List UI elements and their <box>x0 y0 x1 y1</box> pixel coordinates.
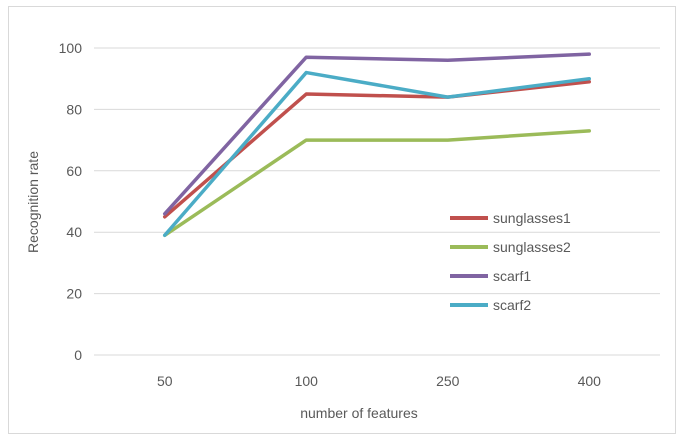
legend-label-sunglasses1: sunglasses1 <box>493 210 571 226</box>
y-tick-label: 40 <box>66 224 82 240</box>
y-tick-label: 20 <box>66 286 82 302</box>
y-tick-label: 60 <box>66 163 82 179</box>
legend: sunglasses1 sunglasses2 scarf1 scarf2 <box>450 210 571 313</box>
x-axis-title: number of features <box>300 405 418 421</box>
y-tick-label: 100 <box>59 40 83 56</box>
legend-label-scarf1: scarf1 <box>493 268 531 284</box>
x-axis-ticks: 50 100 250 400 <box>157 373 601 389</box>
x-tick-label: 250 <box>436 373 460 389</box>
x-tick-label: 100 <box>295 373 319 389</box>
gridlines <box>94 47 660 356</box>
y-tick-label: 80 <box>66 101 82 117</box>
legend-label-sunglasses2: sunglasses2 <box>493 239 571 255</box>
y-axis-title: Recognition rate <box>25 151 41 253</box>
x-tick-label: 50 <box>157 373 173 389</box>
series-line-sunglasses1 <box>163 80 591 219</box>
series-line-scarf2 <box>163 70 591 238</box>
y-tick-label: 0 <box>74 347 82 363</box>
legend-label-scarf2: scarf2 <box>493 297 531 313</box>
y-axis-ticks: 0 20 40 60 80 100 <box>59 40 83 363</box>
series-line-sunglasses2 <box>163 129 591 238</box>
series-line-scarf1 <box>163 52 591 216</box>
x-tick-label: 400 <box>578 373 602 389</box>
series-lines <box>163 52 591 238</box>
